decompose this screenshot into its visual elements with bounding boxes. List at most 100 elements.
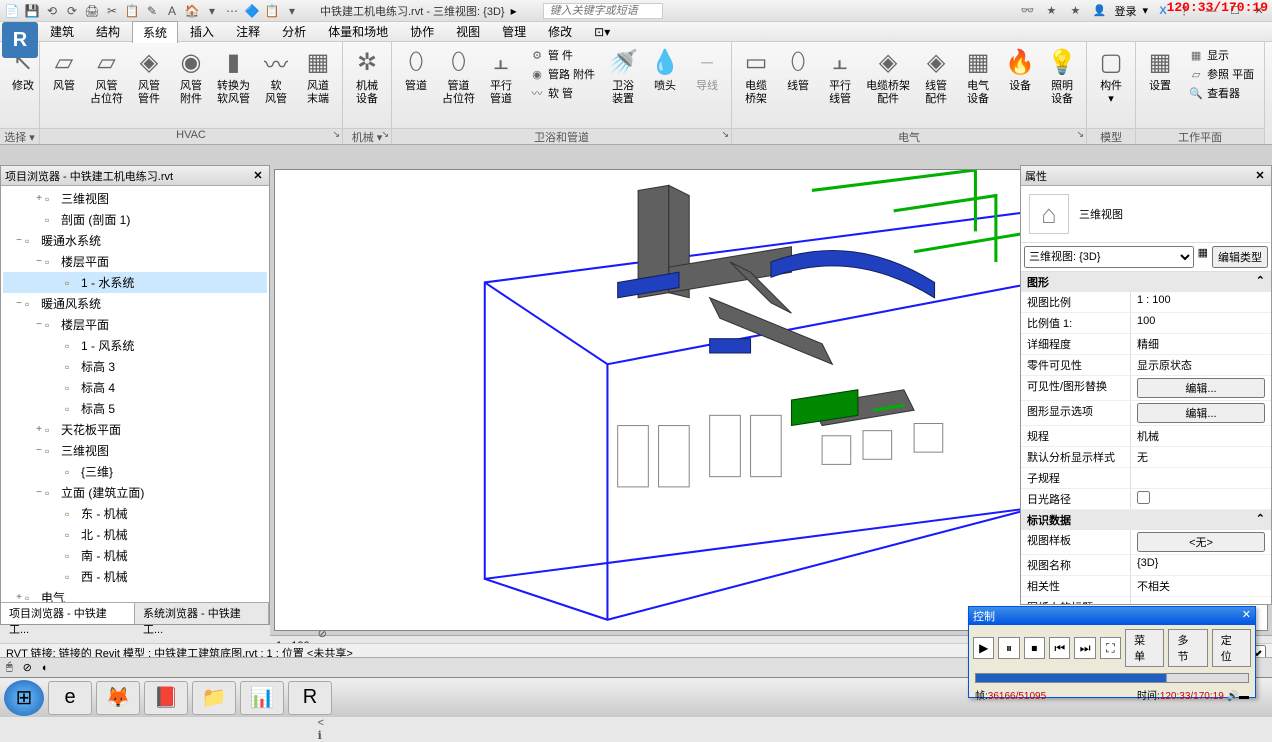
ribbon-button[interactable]: ◈线管配件 (916, 44, 956, 108)
ribbon-button[interactable]: ◈风管管件 (129, 44, 169, 108)
ribbon-button[interactable]: ◉风管附件 (171, 44, 211, 108)
tree-item[interactable]: ▫标高 4 (3, 377, 267, 398)
property-group-header[interactable]: 图形⌃ (1021, 272, 1271, 292)
tree-item[interactable]: ▫西 - 机械 (3, 566, 267, 587)
login-button[interactable]: 登录 (1114, 3, 1136, 19)
playback-button[interactable]: ⏭ (1074, 637, 1095, 659)
ribbon-small-button[interactable]: ⚙管 件 (525, 46, 599, 64)
instance-dropdown[interactable]: 三维视图: {3D} (1024, 246, 1194, 268)
properties-type-selector[interactable]: ⌂ 三维视图 (1021, 186, 1271, 243)
qat-button[interactable]: ⟲ (44, 3, 60, 19)
ribbon-button[interactable]: 💧喷头 (645, 44, 685, 95)
tree-item[interactable]: −▫立面 (建筑立面) (3, 482, 267, 503)
qat-button[interactable]: 📋 (124, 3, 140, 19)
tree-item[interactable]: −▫暖通水系统 (3, 230, 267, 251)
control-close-button[interactable]: ✕ (1242, 608, 1251, 624)
status-icon[interactable]: ⊘ (23, 661, 32, 674)
taskbar-app-button[interactable]: 📁 (192, 681, 236, 715)
property-row[interactable]: 可见性/图形替换编辑... (1021, 376, 1271, 401)
property-row[interactable]: 默认分析显示样式无 (1021, 447, 1271, 468)
qat-button[interactable]: ▾ (204, 3, 220, 19)
taskbar-app-button[interactable]: e (48, 681, 92, 715)
qat-button[interactable]: 📋 (264, 3, 280, 19)
ribbon-small-button[interactable]: ▱参照 平面 (1184, 65, 1258, 83)
ribbon-small-button[interactable]: ▦显示 (1184, 46, 1258, 64)
qat-button[interactable]: 🏠 (184, 3, 200, 19)
ribbon-tab[interactable]: 系统 (132, 21, 178, 43)
playback-button[interactable]: ⏸ (998, 637, 1019, 659)
ribbon-button[interactable]: ▦电气设备 (958, 44, 998, 108)
ribbon-button[interactable]: ▮转换为软风管 (213, 44, 254, 108)
tree-item[interactable]: −▫楼层平面 (3, 314, 267, 335)
property-row[interactable]: 日光路径 (1021, 489, 1271, 510)
property-edit-button[interactable]: 编辑... (1137, 378, 1265, 398)
title-icon[interactable]: ★ (1042, 2, 1060, 20)
tree-item[interactable]: ▫标高 3 (3, 356, 267, 377)
tree-item[interactable]: ▫东 - 机械 (3, 503, 267, 524)
ribbon-small-button[interactable]: 🔍查看器 (1184, 84, 1258, 102)
tree-item[interactable]: ▫南 - 机械 (3, 545, 267, 566)
playback-button[interactable]: ⏮ (1049, 637, 1070, 659)
tree-item[interactable]: ▫1 - 水系统 (3, 272, 267, 293)
property-row[interactable]: 规程机械 (1021, 426, 1271, 447)
qat-button[interactable]: 📄 (4, 3, 20, 19)
ribbon-button[interactable]: ⬯管道 (396, 44, 436, 95)
ribbon-button[interactable]: 🔥设备 (1000, 44, 1040, 95)
ribbon-button[interactable]: ▦设置 (1140, 44, 1180, 95)
view-status-button[interactable]: ℹ (318, 729, 332, 742)
start-button[interactable]: ⊞ (4, 680, 44, 716)
view-status-button[interactable]: < (318, 717, 332, 729)
property-row[interactable]: 相关性不相关 (1021, 576, 1271, 597)
taskbar-app-button[interactable]: 📕 (144, 681, 188, 715)
title-icon[interactable]: 👓 (1018, 2, 1036, 20)
property-row[interactable]: 比例值 1:100 (1021, 313, 1271, 334)
property-edit-button[interactable]: 编辑... (1137, 403, 1265, 423)
ribbon-button[interactable]: 💡照明设备 (1042, 44, 1082, 108)
qat-button[interactable]: ✂ (104, 3, 120, 19)
qat-button[interactable]: A (164, 3, 180, 19)
tree-item[interactable]: ▫1 - 风系统 (3, 335, 267, 356)
property-row[interactable]: 视图名称{3D} (1021, 555, 1271, 576)
property-checkbox[interactable] (1137, 491, 1150, 504)
ribbon-tab[interactable]: 建筑 (40, 21, 84, 42)
property-edit-button[interactable]: <无> (1137, 532, 1265, 552)
qat-button[interactable]: 💾 (24, 3, 40, 19)
ribbon-button[interactable]: 🚿卫浴装置 (603, 44, 643, 108)
taskbar-app-button[interactable]: 📊 (240, 681, 284, 715)
property-row[interactable]: 图形显示选项编辑... (1021, 401, 1271, 426)
browser-close-button[interactable]: ✕ (251, 169, 265, 183)
browser-tab[interactable]: 项目浏览器 - 中铁建工... (1, 603, 135, 624)
qat-button[interactable]: ✎ (144, 3, 160, 19)
qat-button[interactable]: ⋯ (224, 3, 240, 19)
property-row[interactable]: 图纸上的标题 (1021, 597, 1271, 604)
ribbon-button[interactable]: ▢构件▾ (1091, 44, 1131, 108)
ribbon-button[interactable]: ⬯线管 (778, 44, 818, 95)
property-row[interactable]: 详细程度精细 (1021, 334, 1271, 355)
playback-button[interactable]: ⛶ (1100, 637, 1121, 659)
ribbon-button[interactable]: ▱风管 (44, 44, 84, 95)
tree-item[interactable]: ▫{三维} (3, 461, 267, 482)
ribbon-tab[interactable]: 注释 (226, 21, 270, 42)
ribbon-tab[interactable]: 分析 (272, 21, 316, 42)
browser-tab[interactable]: 系统浏览器 - 中铁建工... (135, 603, 269, 624)
edit-type-button[interactable]: 编辑类型 (1212, 246, 1268, 268)
ribbon-button[interactable]: ⫠平行线管 (820, 44, 860, 108)
qat-button[interactable]: 🖨 (84, 3, 100, 19)
tree-item[interactable]: ▫标高 5 (3, 398, 267, 419)
ribbon-button[interactable]: ⬯管道占位符 (438, 44, 479, 108)
title-icon[interactable]: 👤 (1090, 2, 1108, 20)
filter-icon[interactable]: ▦ (1198, 246, 1208, 268)
tree-item[interactable]: −▫楼层平面 (3, 251, 267, 272)
property-group-header[interactable]: 标识数据⌃ (1021, 510, 1271, 530)
search-input[interactable] (543, 3, 663, 19)
ribbon-tab[interactable]: 插入 (180, 21, 224, 42)
ribbon-small-button[interactable]: 〰软 管 (525, 84, 599, 102)
qat-button[interactable]: 🔷 (244, 3, 260, 19)
ribbon-tab[interactable]: 结构 (86, 21, 130, 42)
property-row[interactable]: 视图比例1 : 100 (1021, 292, 1271, 313)
browser-tree[interactable]: +▫三维视图▫剖面 (剖面 1)−▫暖通水系统−▫楼层平面▫1 - 水系统−▫暖… (1, 186, 269, 602)
ribbon-tab[interactable]: 修改 (538, 21, 582, 42)
properties-close-button[interactable]: ✕ (1253, 169, 1267, 183)
ribbon-tab[interactable]: 体量和场地 (318, 21, 398, 42)
playback-text-button[interactable]: 定位 (1212, 629, 1251, 667)
